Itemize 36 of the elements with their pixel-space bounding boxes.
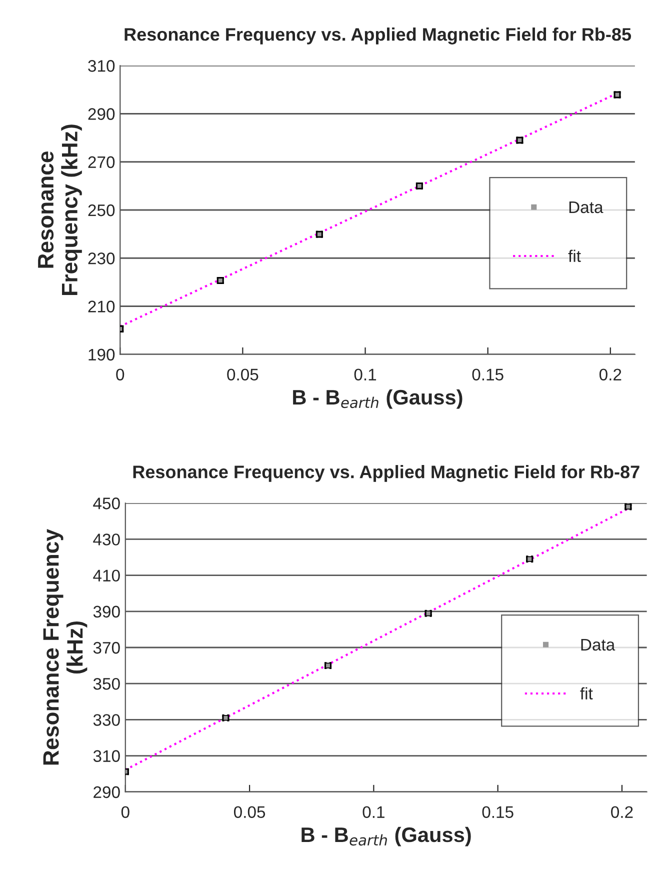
y-tick-label: 290 [94,786,120,798]
x-tick-label: 0.1 [362,806,384,818]
x-tick-label: 0 [116,368,124,381]
legend-label: Data [569,202,604,214]
legend-label: Data [581,639,616,651]
x-tick-label: 0.2 [599,368,622,381]
x-axis-title: B - B$_{earth}$ (Gauss) [302,826,471,846]
chart-title: Resonance Frequency vs. Applied Magnetic Field for Rb-87 [133,465,640,482]
legend-label: fit [568,250,581,262]
y-tick-label: 190 [88,348,115,361]
x-tick-label: 0.2 [611,806,633,818]
y-tick-label: 230 [88,252,115,264]
y-tick-label: 310 [93,750,120,762]
x-tick-label: 0.15 [482,806,514,818]
x-tick-label: 0.05 [227,368,258,381]
x-tick-label: 0.1 [354,368,376,381]
y-tick-label: 290 [88,108,115,120]
y-axis-title: Resonance Frequency (kHz) [43,529,88,765]
legend-label: fit [580,687,593,700]
x-tick-label: 0.15 [472,368,504,381]
y-tick-label: 250 [88,204,115,216]
y-tick-label: 270 [88,156,115,168]
y-axis-title: Resonance Frequency (kHz) [38,124,82,295]
y-tick-label: 350 [93,678,120,690]
x-tick-label: 0.05 [234,806,266,818]
x-axis-title: B - B$_{earth}$ (Gauss) [293,389,462,409]
chart-title: Resonance Frequency vs. Applied Magnetic Field for Rb-85 [124,28,632,44]
x-tick-label: 0 [121,806,130,818]
y-tick-label: 390 [93,606,120,618]
y-tick-label: 310 [88,60,115,72]
y-tick-label: 210 [88,300,115,312]
y-tick-label: 410 [93,570,120,582]
y-tick-label: 430 [93,534,120,546]
y-tick-label: 330 [93,714,120,726]
y-tick-label: 450 [93,498,120,510]
y-tick-label: 370 [93,642,120,654]
